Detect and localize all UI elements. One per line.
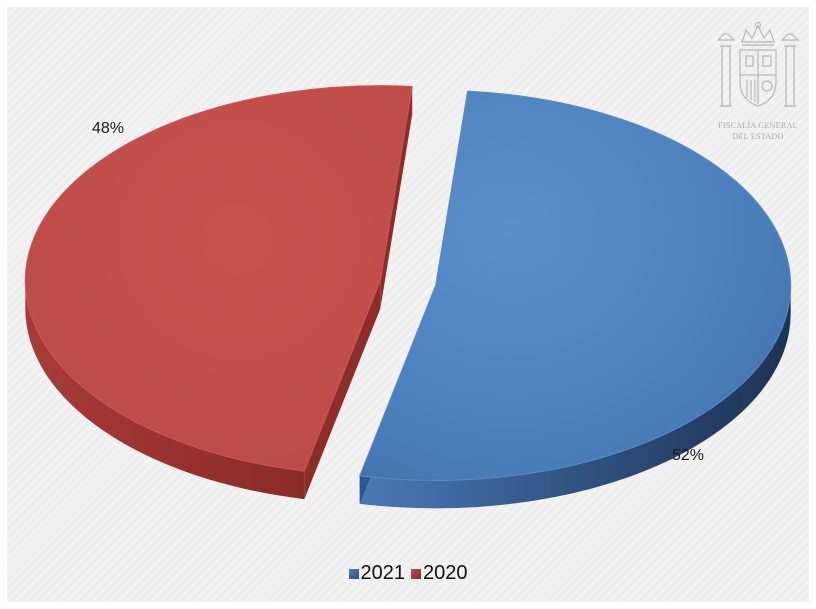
pie-slice-edge-2020-1: [380, 86, 413, 309]
emblem-text-line2: DEL ESTADO: [732, 132, 784, 141]
pie-slice-edge-2020-0: [304, 280, 381, 500]
legend-swatch-2020: [411, 568, 421, 579]
pie-slice-side-2021: [359, 285, 791, 509]
legend-swatch-2021: [348, 568, 359, 579]
legend-item-2020: 2020: [411, 562, 468, 585]
emblem-text-line1: FISCALÍA GENERAL: [718, 121, 798, 130]
data-label-2021: 52%: [672, 447, 705, 464]
pie-slice-2021: [358, 90, 792, 481]
data-label-2020: 48%: [92, 120, 125, 137]
legend-label-2021: 2021: [360, 562, 406, 584]
coat-of-arms-icon: [716, 21, 800, 107]
pie-slice-side-2020: [25, 280, 305, 500]
pie-slice-2020: [24, 85, 413, 472]
legend-label-2020: 2020: [423, 562, 468, 584]
legend: 2021 2020: [0, 562, 816, 585]
coat-of-arms-emblem: FISCALÍA GENERAL DEL ESTADO: [716, 20, 800, 145]
legend-item-2021: 2021: [348, 562, 406, 585]
